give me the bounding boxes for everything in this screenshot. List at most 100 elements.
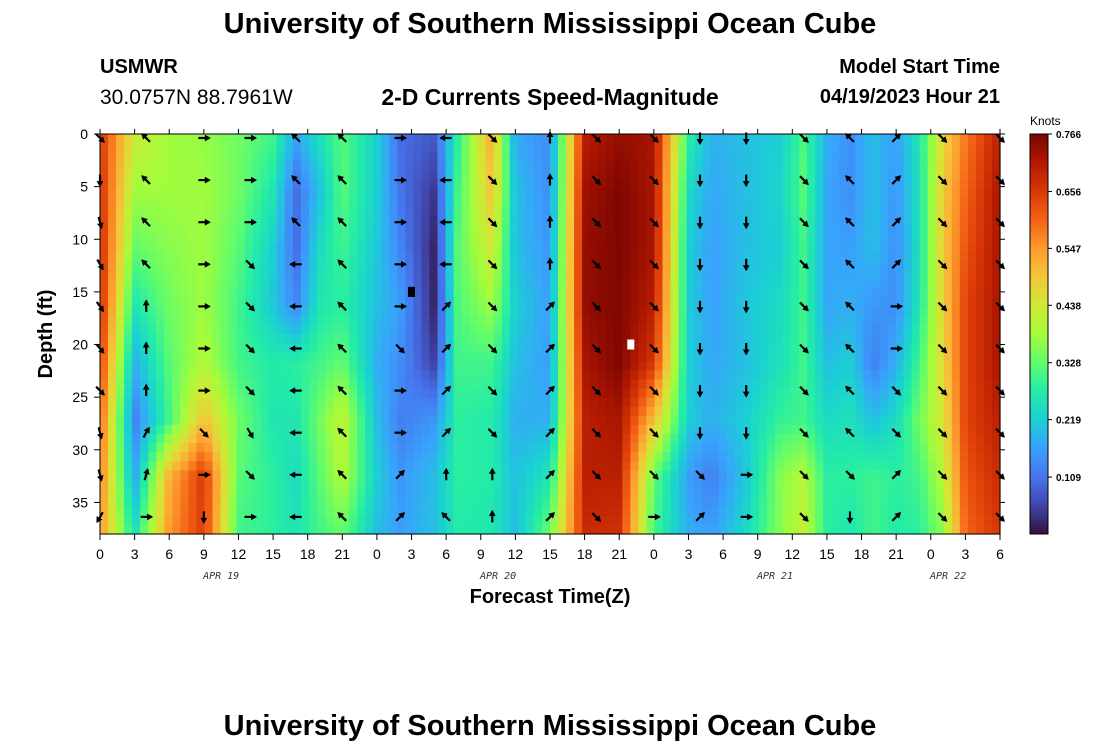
heatmap-cell [260,224,270,235]
heatmap-cell [204,143,214,153]
heatmap-cell [276,261,286,271]
heatmap-cell [710,279,720,290]
heatmap-cell [903,197,913,208]
heatmap-cell [533,288,543,299]
heatmap-cell [799,143,808,153]
heatmap-cell [750,161,760,171]
heatmap-cell [244,215,254,226]
heatmap-cell [284,279,294,290]
heatmap-cell [807,170,816,181]
heatmap-cell [606,352,615,362]
heatmap-cell [766,406,776,417]
current-vector-arrow [244,513,257,521]
heatmap-cell [702,415,712,426]
heatmap-cell [831,315,840,326]
heatmap-cell [156,379,165,390]
heatmap-cell [702,379,712,390]
heatmap-cell [260,424,270,435]
heatmap-cell [196,388,206,399]
heatmap-cell [357,197,366,208]
heatmap-cell [397,252,406,262]
heatmap-cell [180,224,189,235]
heatmap-cell [325,461,334,471]
heatmap-cell [405,334,414,344]
heatmap-cell [959,479,969,490]
heatmap-cell [333,415,342,426]
heatmap-cell [734,270,744,281]
heatmap-cell [598,379,607,390]
heatmap-cell [815,388,824,399]
heatmap-cell [646,452,656,462]
heatmap-cell [268,334,278,344]
heatmap-cell [413,179,423,190]
heatmap-cell [839,134,848,144]
heatmap-cell [550,415,559,426]
heatmap-cell [333,334,342,344]
heatmap-cell [373,306,382,317]
heatmap-cell [903,406,913,417]
heatmap-cell [421,352,431,362]
heatmap-cell [509,361,519,371]
heatmap-cell [903,297,913,308]
heatmap-cell [614,197,623,208]
heatmap-cell [710,370,720,381]
heatmap-cell [437,406,447,417]
heatmap-cell [429,179,439,190]
heatmap-cell [975,443,985,453]
heatmap-cell [702,343,712,353]
heatmap-cell [566,497,575,508]
heatmap-cell [750,334,760,344]
heatmap-cell [855,252,864,262]
heatmap-cell [895,324,905,335]
heatmap-cell [815,434,824,444]
heatmap-cell [453,288,463,299]
heatmap-cell [325,270,334,281]
heatmap-cell [879,397,889,408]
heatmap-cell [871,524,881,535]
heatmap-cell [172,315,181,326]
heatmap-cell [879,215,889,226]
heatmap-cell [204,352,214,362]
heatmap-cell [726,506,736,517]
heatmap-cell [124,306,133,317]
heatmap-cell [967,352,977,362]
heatmap-cell [132,188,141,199]
heatmap-cell [172,170,181,181]
heatmap-cell [341,379,350,390]
heatmap-cell [614,524,623,535]
heatmap-cell [365,279,374,290]
heatmap-cell [260,134,270,144]
heatmap-cell [453,306,463,317]
heatmap-cell [734,306,744,317]
heatmap-cell [477,279,487,290]
heatmap-cell [662,479,672,490]
heatmap-cell [365,361,374,371]
heatmap-cell [879,506,889,517]
heatmap-cell [276,343,286,353]
heatmap-cell [485,443,495,453]
heatmap-cell [951,261,961,271]
heatmap-cell [156,197,165,208]
heatmap-cell [791,388,800,399]
heatmap-cell [903,215,913,226]
heatmap-cell [373,488,382,499]
heatmap-cell [180,215,189,226]
heatmap-cell [188,315,198,326]
heatmap-cell [670,497,680,508]
heatmap-cell [421,506,431,517]
heatmap-cell [742,515,752,526]
heatmap-cell [469,179,479,190]
heatmap-cell [823,134,832,144]
heatmap-cell [204,524,214,535]
heatmap-cell [469,161,479,171]
heatmap-cell [132,352,141,362]
heatmap-cell [236,288,246,299]
heatmap-cell [389,452,398,462]
heatmap-cell [959,188,969,199]
heatmap-cell [718,234,728,244]
heatmap-cell [630,461,639,471]
heatmap-cell [646,197,656,208]
heatmap-cell [421,270,431,281]
heatmap-cell [807,343,816,353]
heatmap-cell [116,452,125,462]
